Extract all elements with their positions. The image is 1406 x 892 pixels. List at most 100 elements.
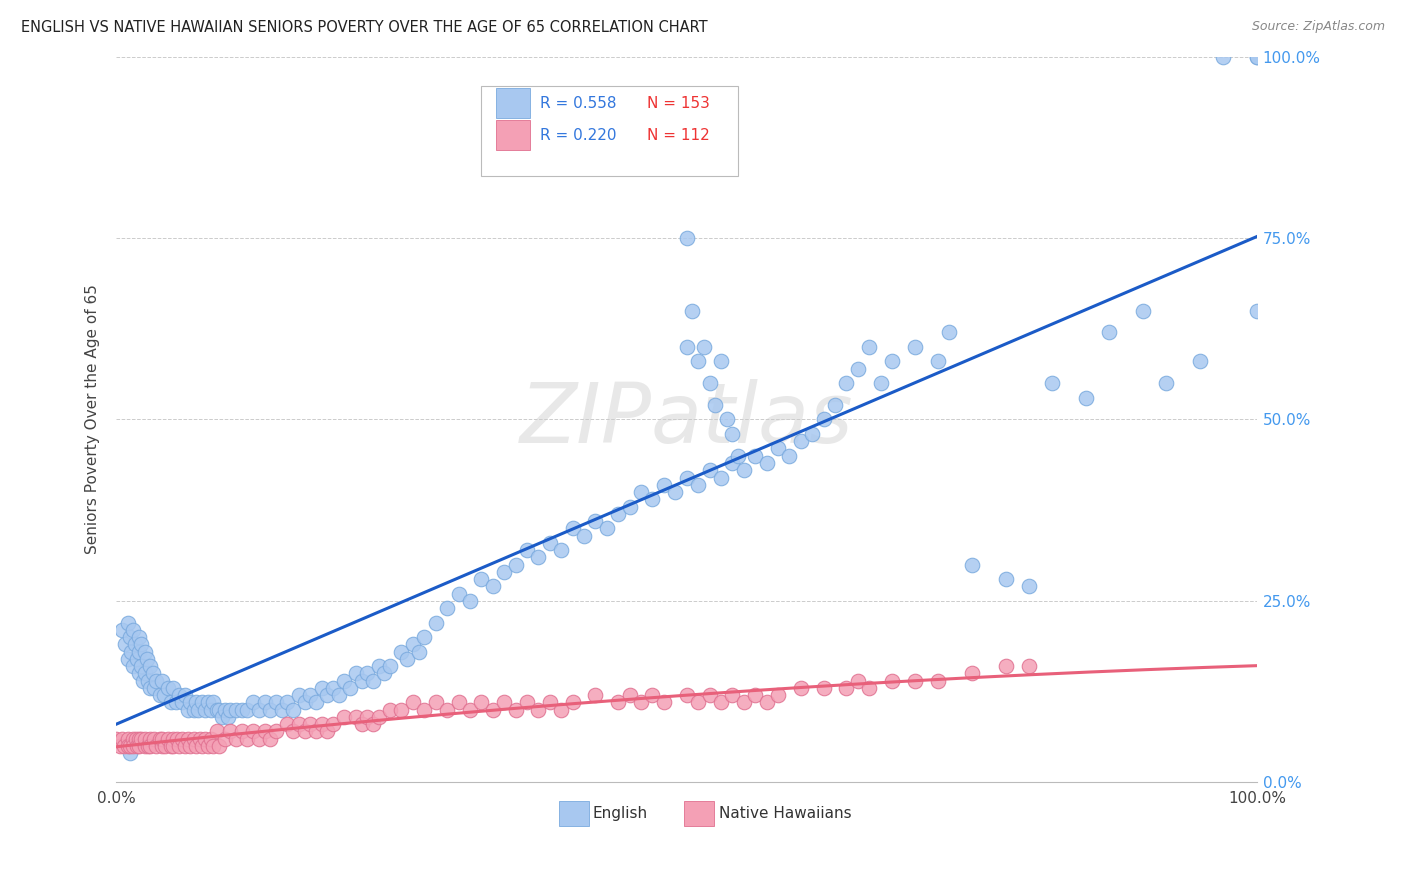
Point xyxy=(172,696,194,710)
Text: N = 112: N = 112 xyxy=(647,128,710,143)
Point xyxy=(361,673,384,688)
Point xyxy=(755,456,778,470)
Point xyxy=(505,703,527,717)
Point xyxy=(200,731,222,746)
Point xyxy=(675,340,697,354)
Point xyxy=(188,731,211,746)
Point xyxy=(652,477,675,491)
Point xyxy=(264,696,287,710)
Text: N = 153: N = 153 xyxy=(647,95,710,111)
Point xyxy=(200,703,222,717)
Point xyxy=(142,666,165,681)
Point xyxy=(664,151,686,165)
Point xyxy=(124,731,146,746)
Point xyxy=(149,688,172,702)
Point xyxy=(149,731,172,746)
Point xyxy=(561,696,583,710)
Point xyxy=(561,521,583,535)
Point xyxy=(122,739,145,753)
Point xyxy=(391,703,413,717)
Point xyxy=(160,739,183,753)
Point xyxy=(413,703,436,717)
Point xyxy=(938,326,960,340)
Point xyxy=(733,696,755,710)
Point xyxy=(402,637,425,651)
Text: Source: ZipAtlas.com: Source: ZipAtlas.com xyxy=(1251,20,1385,33)
Point xyxy=(681,303,703,318)
Point xyxy=(139,739,162,753)
Point xyxy=(162,739,184,753)
Point xyxy=(470,696,492,710)
Point xyxy=(538,536,561,550)
Point xyxy=(253,724,276,739)
Point xyxy=(960,558,983,572)
Point xyxy=(247,731,270,746)
Point xyxy=(136,652,159,666)
Point xyxy=(122,731,145,746)
Point xyxy=(356,666,378,681)
Point xyxy=(114,637,136,651)
Point xyxy=(408,645,430,659)
Point xyxy=(505,558,527,572)
Point xyxy=(744,688,766,702)
Point xyxy=(733,463,755,477)
Point xyxy=(225,731,247,746)
Point xyxy=(111,623,134,637)
Point xyxy=(197,696,219,710)
Point xyxy=(619,500,641,514)
Point xyxy=(572,528,595,542)
Point xyxy=(145,739,167,753)
Point xyxy=(425,615,447,630)
Point xyxy=(134,666,156,681)
Point xyxy=(710,696,733,710)
Point xyxy=(316,724,339,739)
Point xyxy=(367,710,389,724)
Point xyxy=(208,739,231,753)
Point xyxy=(305,696,328,710)
Text: ZIPatlas: ZIPatlas xyxy=(520,379,853,460)
Point xyxy=(699,463,721,477)
Point xyxy=(880,354,903,368)
Point xyxy=(607,507,630,521)
Point xyxy=(112,739,135,753)
Point xyxy=(550,703,572,717)
Point xyxy=(813,681,835,695)
Point xyxy=(150,739,173,753)
Point xyxy=(316,688,339,702)
Point xyxy=(294,696,316,710)
Point xyxy=(197,739,219,753)
Point xyxy=(688,696,710,710)
Point xyxy=(413,630,436,644)
Point xyxy=(402,696,425,710)
Point xyxy=(156,731,179,746)
Point xyxy=(264,724,287,739)
Point xyxy=(1189,354,1212,368)
Point xyxy=(184,739,207,753)
Point xyxy=(270,703,292,717)
Point xyxy=(858,340,880,354)
Point xyxy=(1246,50,1268,64)
Point xyxy=(596,521,619,535)
Point xyxy=(205,703,228,717)
Point xyxy=(801,427,824,442)
Point xyxy=(766,442,789,456)
Point xyxy=(117,652,139,666)
Point xyxy=(299,717,322,731)
Point xyxy=(160,696,183,710)
Point xyxy=(219,703,242,717)
Point xyxy=(716,412,738,426)
Point xyxy=(231,703,253,717)
Point xyxy=(350,717,373,731)
Point xyxy=(247,703,270,717)
Point xyxy=(219,724,242,739)
Text: English: English xyxy=(592,806,647,821)
Point xyxy=(131,637,153,651)
Point xyxy=(259,731,281,746)
Point xyxy=(1098,326,1121,340)
Point xyxy=(813,412,835,426)
Point xyxy=(202,739,225,753)
Point xyxy=(995,572,1018,586)
Point xyxy=(835,376,858,391)
Point xyxy=(641,688,664,702)
Point xyxy=(120,645,142,659)
